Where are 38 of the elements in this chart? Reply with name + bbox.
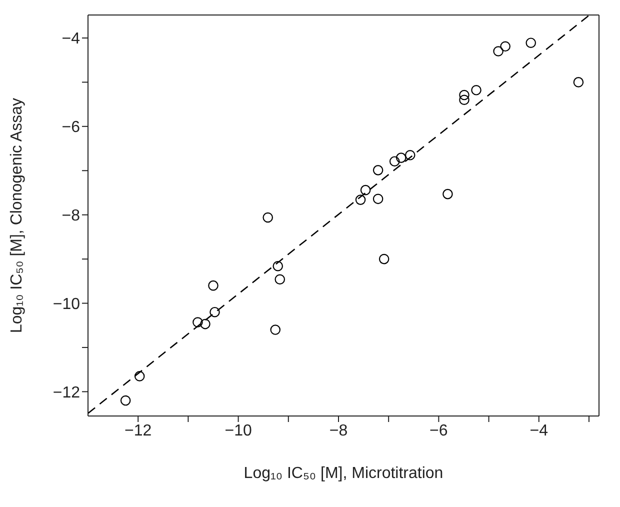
point <box>500 41 510 52</box>
point <box>442 188 453 200</box>
x-tick-label: −10 <box>224 422 252 440</box>
x-axis-title: Log₁₀ IC₅₀ [M], Microtitration <box>244 465 444 482</box>
point <box>360 184 371 196</box>
point <box>404 150 416 160</box>
point <box>471 85 482 96</box>
point <box>262 212 273 223</box>
point <box>355 194 366 205</box>
y-tick-label: −8 <box>62 208 80 225</box>
point <box>372 194 384 204</box>
point <box>459 94 470 106</box>
point <box>274 274 286 285</box>
y-tick-label: −6 <box>62 119 80 136</box>
point <box>270 324 281 335</box>
point <box>134 371 145 382</box>
x-tick-label: −4 <box>530 422 548 440</box>
y-tick-label: −4 <box>62 30 80 48</box>
point <box>378 254 390 264</box>
x-tick-label: −8 <box>329 422 348 440</box>
x-tick-label: −12 <box>124 422 152 440</box>
point <box>208 280 218 291</box>
point <box>192 317 203 328</box>
point <box>372 165 384 176</box>
point <box>120 395 131 406</box>
point <box>396 152 406 163</box>
point <box>459 90 470 100</box>
y-tick-label: −10 <box>52 296 80 313</box>
point <box>573 77 584 88</box>
point <box>526 38 536 48</box>
point <box>389 156 400 166</box>
x-tick-label: −6 <box>430 422 448 440</box>
point <box>210 306 220 318</box>
y-axis-title: Log₁₀ IC₅₀ [M], Clonogenic Assay <box>8 98 26 334</box>
point <box>200 318 210 330</box>
y-tick-label: −12 <box>52 384 80 402</box>
point <box>493 46 504 56</box>
point <box>272 260 284 272</box>
